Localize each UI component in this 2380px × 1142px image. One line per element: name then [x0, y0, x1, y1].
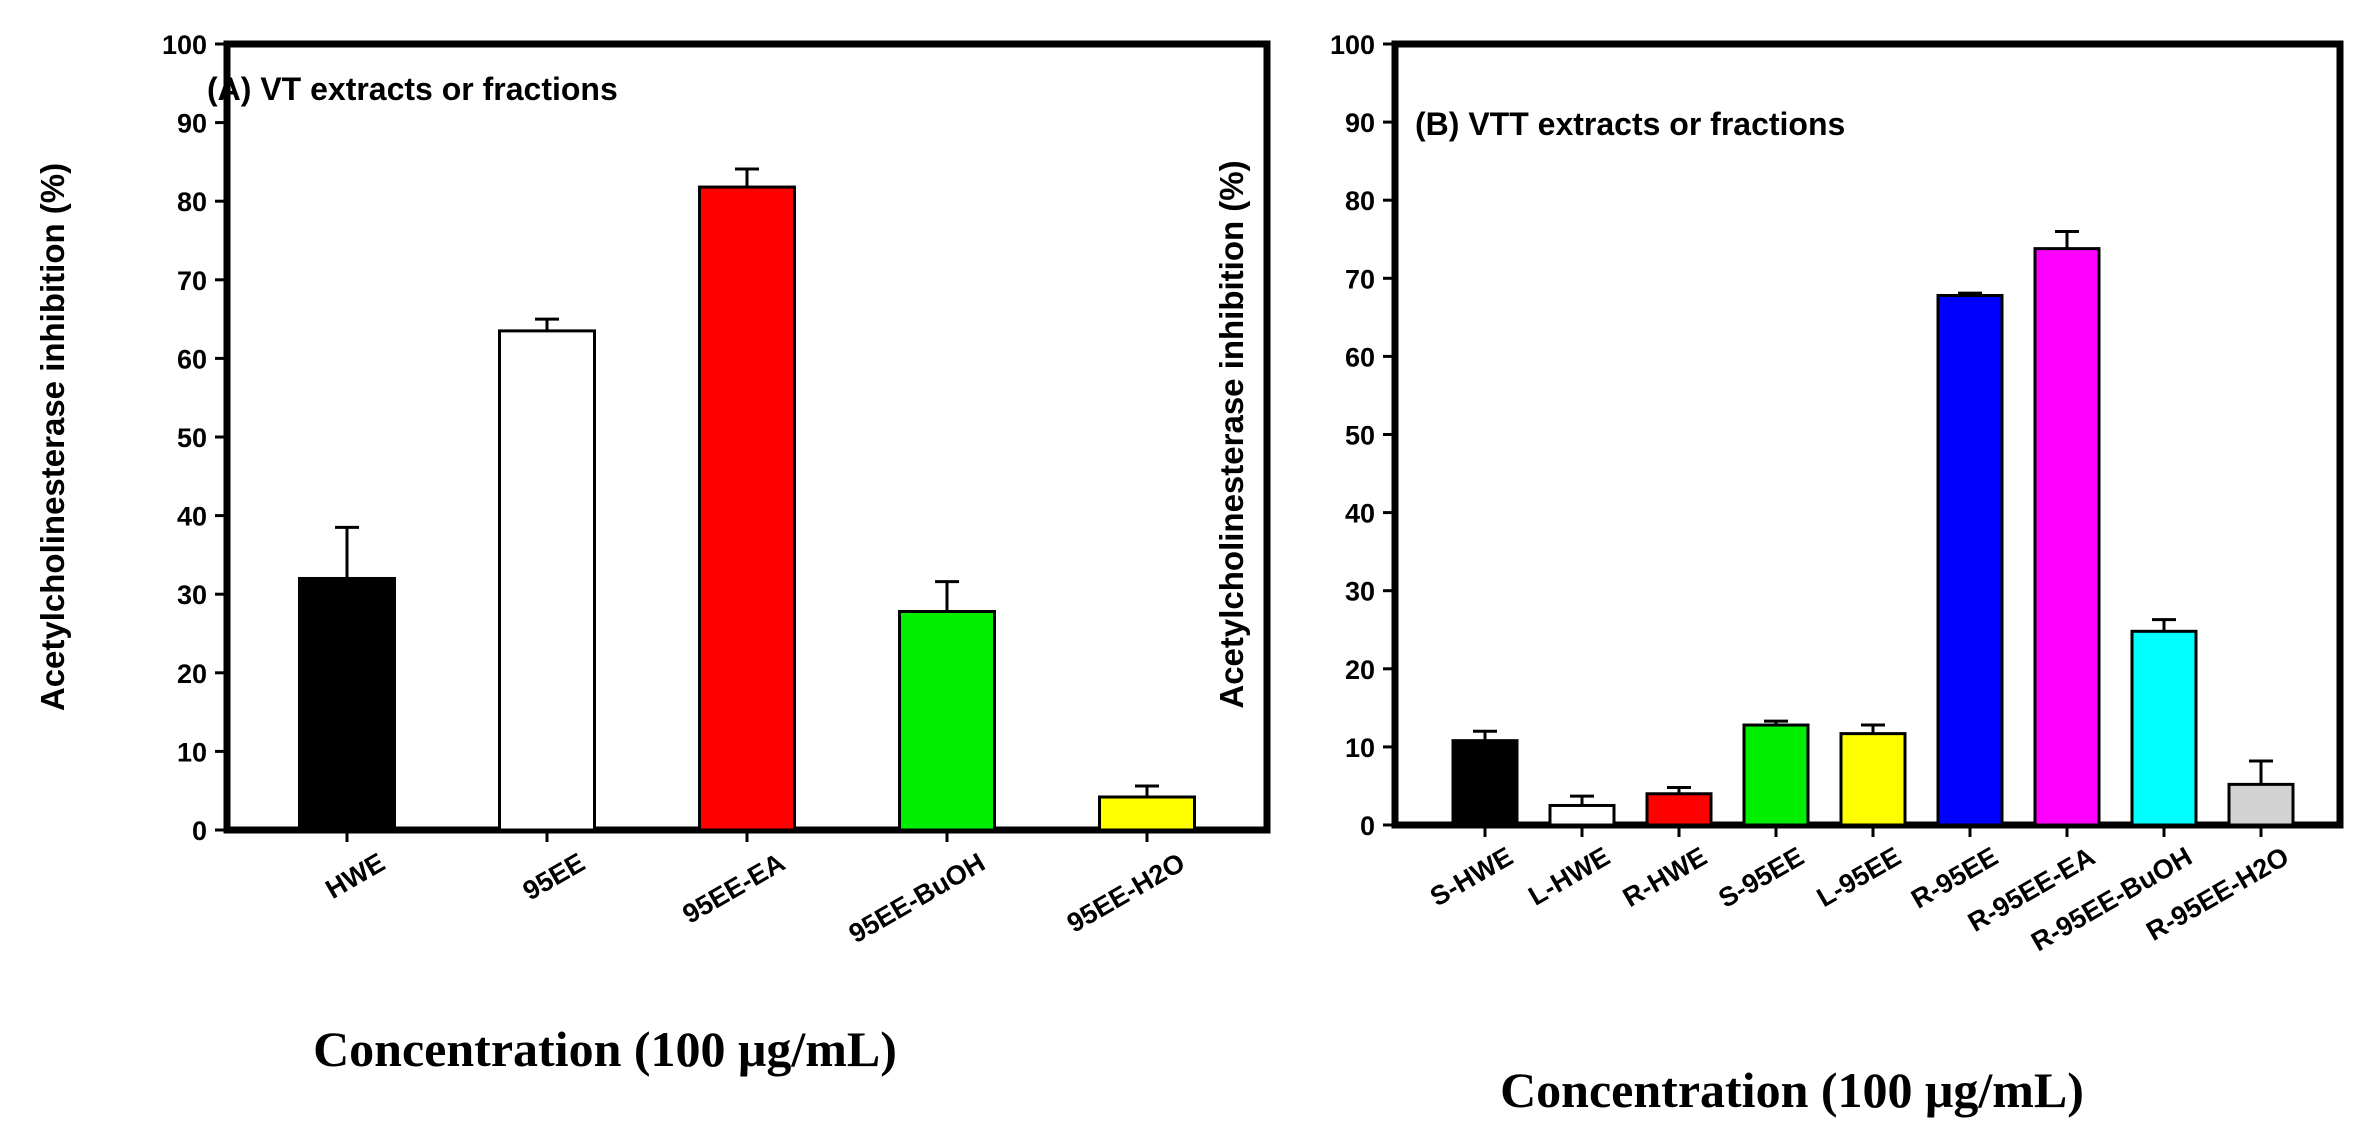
y-tick-label: 10 [177, 737, 207, 767]
y-tick-label: 100 [1330, 30, 1375, 60]
panel-title: (A) VT extracts or fractions [207, 71, 618, 107]
panel-title: (B) VTT extracts or fractions [1415, 106, 1845, 142]
y-tick-label: 100 [162, 30, 207, 60]
category-label: S-HWE [1425, 841, 1518, 912]
y-tick-label: 0 [1360, 811, 1375, 841]
y-tick-label: 90 [1345, 108, 1375, 138]
category-label: S-95EE [1713, 841, 1809, 914]
bar [1098, 795, 1196, 832]
category-label: 95EE [518, 847, 590, 906]
y-tick-label: 60 [1345, 342, 1375, 372]
y-axis-label: Acetylcholinesterase inhibition (%) [34, 163, 71, 711]
y-tick-label: 70 [1345, 264, 1375, 294]
y-tick-label: 40 [177, 502, 207, 532]
bar [298, 576, 396, 832]
bar [2033, 247, 2101, 827]
category-label: 95EE-BuOH [844, 847, 990, 949]
y-tick-label: 50 [1345, 421, 1375, 451]
panel-b-chart: 0 10 20 30 40 50 60 70 80 90 100 (B) VTT extracts o… [1213, 30, 2344, 1118]
category-label: 95EE-EA [678, 847, 790, 929]
y-tick-label: 40 [1345, 499, 1375, 529]
bar [898, 609, 996, 832]
bar [2130, 629, 2198, 827]
bar [1645, 792, 1713, 827]
y-tick-label: 90 [177, 109, 207, 139]
y-tick-label: 60 [177, 344, 207, 374]
y-tick-label: 0 [192, 816, 207, 846]
bar [498, 329, 596, 832]
category-label: R-95EE-BuOH [2026, 841, 2197, 957]
x-axis-label: Concentration (100 μg/mL) [1500, 1062, 2084, 1118]
plot-frame [1391, 40, 2344, 829]
category-label: 95EE-H2O [1062, 847, 1190, 938]
bar [1548, 803, 1616, 827]
category-label: R-HWE [1618, 841, 1712, 913]
y-tick-label: 50 [177, 423, 207, 453]
y-tick-label: 80 [177, 187, 207, 217]
category-label: L-HWE [1523, 841, 1615, 911]
bar [1839, 732, 1907, 827]
category-label: HWE [320, 847, 390, 904]
y-tick-label: 70 [177, 266, 207, 296]
bar [1451, 739, 1519, 827]
bar [1936, 293, 2004, 827]
y-tick-label: 20 [1345, 655, 1375, 685]
panel-a-chart: 0 10 20 30 40 50 60 70 80 90 100(A) VT extracts or… [34, 30, 1271, 1077]
y-tick-label: 80 [1345, 186, 1375, 216]
y-tick-label: 20 [177, 659, 207, 689]
bar [698, 185, 796, 832]
y-tick-label: 30 [1345, 577, 1375, 607]
x-axis-label: Concentration (100 μg/mL) [313, 1021, 897, 1077]
y-axis-label: Acetylcholinesterase inhibition (%) [1213, 160, 1250, 708]
bar [2227, 782, 2295, 827]
bar [1742, 723, 1810, 827]
y-tick-label: 10 [1345, 733, 1375, 763]
category-label: L-95EE [1812, 841, 1906, 913]
y-tick-label: 30 [177, 580, 207, 610]
